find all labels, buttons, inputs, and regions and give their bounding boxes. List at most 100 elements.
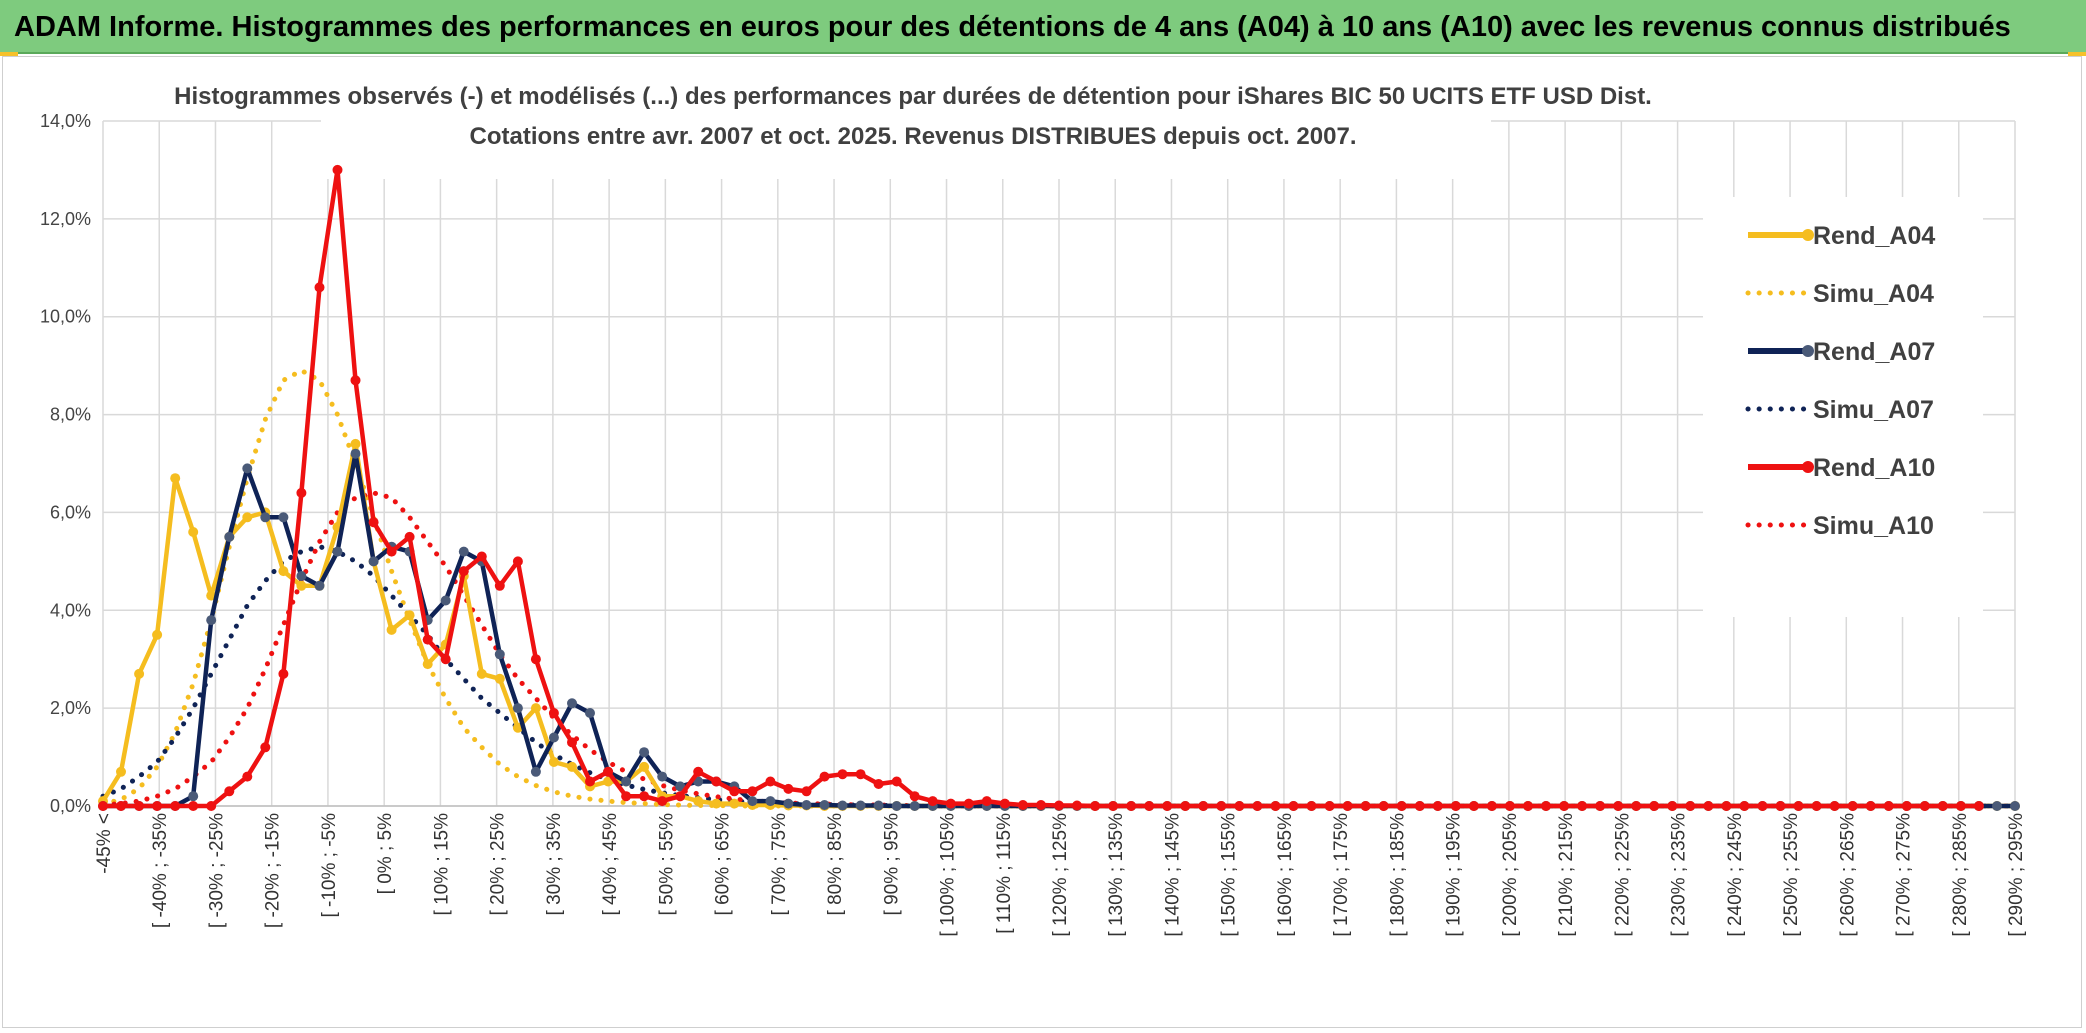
data-point-rend_a10 — [1739, 801, 1750, 811]
data-point-rend_a10 — [1054, 800, 1064, 811]
x-tick-label: [ 30% ; 35% — [544, 813, 565, 916]
data-point-rend_a10 — [170, 801, 181, 811]
data-point-rend_a10 — [1378, 801, 1389, 811]
data-point-rend_a10 — [963, 798, 974, 809]
x-tick-label: [ 270% ; 275% — [1894, 813, 1915, 937]
data-point-rend_a10 — [999, 798, 1010, 809]
data-point-rend_a10 — [1631, 801, 1642, 811]
data-point-rend_a04 — [494, 673, 505, 684]
data-point-rend_a10 — [152, 801, 163, 811]
data-point-rend_a10 — [1108, 801, 1119, 811]
data-point-rend_a10 — [1829, 801, 1840, 811]
data-point-rend_a07 — [440, 595, 451, 606]
y-tick-label: 2,0% — [50, 698, 91, 718]
data-point-rend_a10 — [1595, 801, 1606, 811]
x-tick-label: [ 170% ; 175% — [1331, 813, 1352, 937]
y-tick-label: 0,0% — [50, 796, 91, 816]
data-point-rend_a04 — [386, 624, 397, 635]
data-point-rend_a10 — [1288, 801, 1299, 811]
data-point-rend_a10 — [296, 487, 307, 498]
legend-label-rend_a10: Rend_A10 — [1813, 454, 1935, 482]
x-tick-label: [ 90% ; 95% — [881, 813, 902, 916]
data-point-rend_a04 — [639, 761, 650, 772]
data-point-rend_a10 — [837, 769, 848, 780]
data-point-rend_a07 — [296, 571, 307, 581]
data-point-rend_a07 — [567, 698, 577, 709]
data-point-rend_a07 — [621, 776, 632, 787]
data-point-rend_a10 — [819, 771, 830, 782]
data-point-rend_a10 — [981, 796, 992, 807]
data-point-rend_a10 — [1306, 801, 1317, 811]
data-point-rend_a10 — [909, 791, 920, 802]
data-point-rend_a10 — [1486, 801, 1497, 811]
x-tick-label: [ -10% ; -5% — [319, 813, 340, 918]
y-tick-label: 4,0% — [50, 600, 91, 620]
data-point-rend_a10 — [1017, 800, 1028, 810]
data-point-rend_a07 — [639, 747, 650, 758]
data-point-rend_a07 — [458, 546, 469, 557]
data-point-rend_a10 — [747, 786, 758, 797]
data-point-rend_a10 — [1324, 801, 1335, 811]
legend-marker — [1802, 461, 1814, 473]
data-point-rend_a07 — [765, 796, 776, 807]
data-point-rend_a04 — [567, 761, 577, 772]
data-point-rend_a10 — [1775, 801, 1786, 811]
data-point-rend_a10 — [765, 776, 776, 787]
data-point-rend_a07 — [693, 776, 704, 787]
data-point-rend_a07 — [512, 703, 523, 714]
data-point-rend_a07 — [368, 556, 379, 567]
data-point-rend_a10 — [1955, 801, 1966, 811]
data-point-rend_a10 — [891, 776, 902, 787]
data-point-rend_a10 — [1414, 801, 1425, 811]
x-tick-label: [ -40% ; -35% — [150, 813, 171, 928]
x-tick-label: [ 120% ; 125% — [1050, 813, 1071, 937]
data-point-rend_a07 — [801, 800, 812, 810]
data-point-rend_a10 — [1432, 801, 1443, 811]
corner-accent — [0, 52, 18, 56]
data-point-rend_a07 — [855, 800, 866, 811]
data-point-rend_a10 — [1162, 801, 1173, 811]
data-point-rend_a10 — [1360, 801, 1371, 811]
data-point-rend_a04 — [711, 798, 722, 809]
data-point-rend_a07 — [783, 798, 794, 809]
data-point-rend_a04 — [242, 512, 253, 523]
data-point-rend_a10 — [711, 776, 722, 787]
data-point-rend_a07 — [657, 771, 668, 782]
data-point-rend_a07 — [188, 791, 199, 802]
data-point-rend_a10 — [332, 164, 343, 175]
data-point-rend_a04 — [476, 668, 487, 679]
data-point-rend_a10 — [639, 791, 650, 802]
legend-marker — [1802, 229, 1814, 241]
data-point-rend_a10 — [260, 742, 271, 753]
data-point-rend_a10 — [530, 654, 541, 665]
data-point-rend_a10 — [927, 796, 938, 807]
data-point-rend_a10 — [567, 737, 577, 748]
legend-label-simu_a04: Simu_A04 — [1813, 280, 1934, 308]
data-point-rend_a04 — [603, 776, 614, 787]
data-point-rend_a10 — [783, 783, 794, 794]
data-point-rend_a04 — [134, 668, 145, 679]
data-point-rend_a04 — [530, 703, 541, 714]
data-point-rend_a10 — [1901, 801, 1912, 811]
data-point-rend_a10 — [1252, 801, 1263, 811]
data-point-rend_a04 — [116, 766, 126, 777]
data-point-rend_a07 — [278, 512, 289, 523]
data-point-rend_a04 — [729, 798, 740, 809]
data-point-rend_a10 — [278, 668, 289, 679]
data-point-rend_a10 — [657, 796, 668, 807]
data-point-rend_a10 — [1559, 801, 1570, 811]
data-point-rend_a10 — [1234, 801, 1245, 811]
data-point-rend_a10 — [1667, 801, 1678, 811]
data-point-rend_a04 — [350, 438, 361, 449]
data-point-rend_a10 — [1036, 800, 1046, 810]
page-title: ADAM Informe. Histogrammes des performan… — [0, 0, 2086, 54]
data-point-rend_a07 — [260, 512, 271, 523]
data-point-rend_a10 — [368, 517, 379, 528]
data-point-rend_a10 — [873, 779, 884, 789]
data-point-rend_a07 — [747, 796, 758, 807]
data-point-rend_a10 — [729, 786, 740, 797]
data-point-rend_a10 — [1649, 801, 1660, 811]
legend-label-rend_a04: Rend_A04 — [1813, 222, 1935, 250]
data-point-rend_a10 — [314, 282, 325, 293]
data-point-rend_a10 — [458, 566, 469, 577]
